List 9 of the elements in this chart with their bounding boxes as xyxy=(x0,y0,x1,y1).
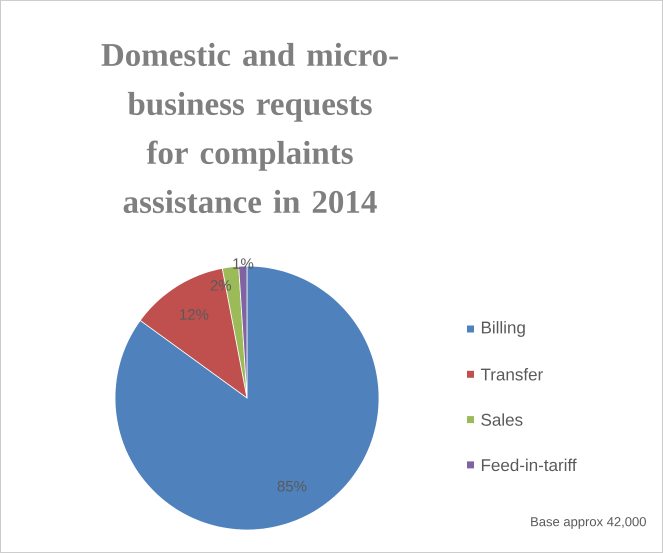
legend-label: Sales xyxy=(481,413,522,426)
chart-title: Domestic and micro-business requests for complaints assistance in 2014 xyxy=(102,42,398,214)
data-label: 85% xyxy=(278,480,306,492)
data-label: 12% xyxy=(180,309,208,320)
text: Base approx 42,000 xyxy=(531,517,646,529)
legend-label: Billing xyxy=(482,321,525,337)
legend-label: Transfer xyxy=(480,368,543,381)
legend-label: Feed-in-tariff xyxy=(482,458,577,472)
data-label: 1% xyxy=(233,258,254,269)
